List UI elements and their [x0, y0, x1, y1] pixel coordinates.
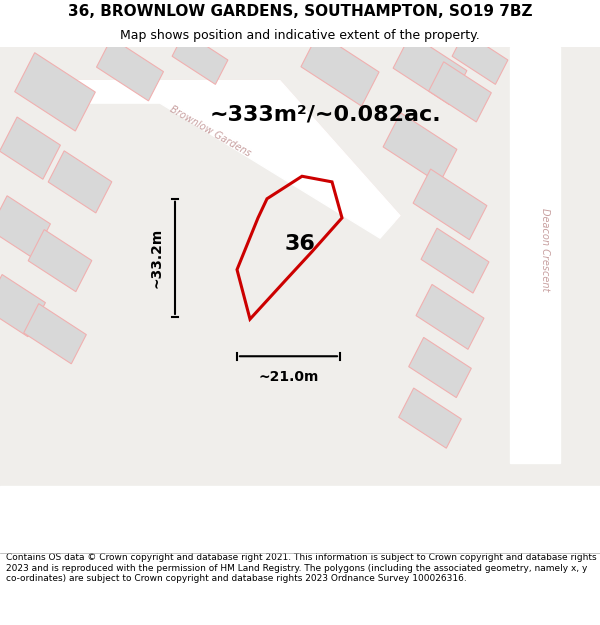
Polygon shape: [416, 284, 484, 349]
Polygon shape: [383, 112, 457, 184]
Polygon shape: [393, 34, 467, 105]
Polygon shape: [97, 38, 163, 101]
Text: ~21.0m: ~21.0m: [259, 370, 319, 384]
Text: ~33.2m: ~33.2m: [149, 228, 163, 288]
Text: Map shows position and indicative extent of the property.: Map shows position and indicative extent…: [120, 29, 480, 42]
Polygon shape: [28, 229, 92, 292]
Polygon shape: [48, 151, 112, 213]
Polygon shape: [301, 32, 379, 106]
Polygon shape: [0, 486, 600, 553]
Polygon shape: [0, 196, 50, 258]
Polygon shape: [409, 338, 472, 398]
Text: Brownlow Gardens: Brownlow Gardens: [168, 104, 252, 159]
Polygon shape: [0, 117, 61, 179]
Polygon shape: [0, 274, 46, 337]
Text: 36: 36: [284, 234, 316, 254]
Polygon shape: [413, 169, 487, 240]
Text: 36, BROWNLOW GARDENS, SOUTHAMPTON, SO19 7BZ: 36, BROWNLOW GARDENS, SOUTHAMPTON, SO19 …: [68, 4, 532, 19]
Polygon shape: [40, 81, 400, 238]
Polygon shape: [172, 32, 228, 84]
Polygon shape: [428, 62, 491, 122]
Text: Contains OS data © Crown copyright and database right 2021. This information is : Contains OS data © Crown copyright and d…: [6, 553, 596, 583]
Polygon shape: [398, 388, 461, 448]
Polygon shape: [421, 228, 489, 293]
Polygon shape: [55, 81, 400, 221]
Text: Deacon Crescent: Deacon Crescent: [540, 208, 550, 291]
Polygon shape: [452, 32, 508, 84]
Polygon shape: [14, 52, 95, 131]
Text: ~333m²/~0.082ac.: ~333m²/~0.082ac.: [210, 104, 442, 124]
Polygon shape: [23, 304, 86, 364]
Polygon shape: [510, 47, 560, 463]
